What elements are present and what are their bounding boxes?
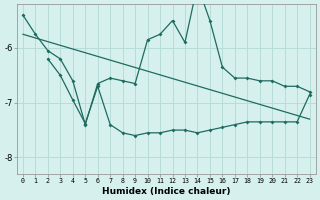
X-axis label: Humidex (Indice chaleur): Humidex (Indice chaleur) bbox=[102, 187, 230, 196]
